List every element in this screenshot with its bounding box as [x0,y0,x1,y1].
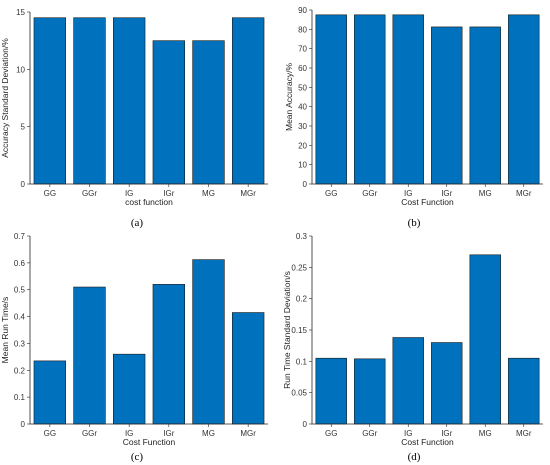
y-axis-label: Mean Accuracy/% [284,63,294,131]
y-tick-label: 10 [16,65,25,74]
y-tick-label: 0.15 [291,326,307,335]
y-tick-label: 0.25 [291,263,307,272]
x-tick-label: GGr [362,189,377,198]
y-tick-label: 0.3 [296,232,308,241]
y-tick-label: 0 [21,180,26,189]
x-tick-label: MGr [240,189,256,198]
bar-mg [469,26,501,185]
x-tick-label: IG [125,189,133,198]
x-axis-label: Cost Function [123,437,176,447]
y-tick-label: 0 [21,420,26,429]
y-tick-label: 0.3 [14,339,26,348]
bar-mgr [232,312,265,425]
y-tick-label: 0 [303,180,308,189]
axis-lines [29,236,268,425]
axis-lines [311,236,543,425]
x-tick-label: GG [325,189,337,198]
y-tick-label: 10 [298,161,307,170]
y-tick-label: 0.2 [296,295,308,304]
x-tick-label: IGr [163,189,174,198]
y-tick-label: 0.1 [14,393,26,402]
y-tick-label: 0.1 [296,357,308,366]
y-tick-label: 70 [298,45,307,54]
bar-ggr [73,286,106,425]
y-tick-label: 15 [16,8,25,17]
bar-gg [315,14,347,185]
x-axis-label: Cost Function [401,197,454,207]
y-tick-label: 90 [298,6,307,15]
y-tick-label: 0.4 [14,313,26,322]
x-tick-label: GG [44,189,56,198]
y-tick-label: 0.2 [14,366,26,375]
x-tick-label: MG [479,189,492,198]
y-tick-label: 5 [21,123,26,132]
x-tick-label: MGr [240,429,256,438]
bar-mg [469,254,501,425]
y-tick-label: 60 [298,64,307,73]
bar-mgr [508,357,540,425]
chart-panel-4: GG GGr IG IGr MG MGr 0 0.05 0.1 0.15 0.2 0.25 0.3 Cos… [282,232,543,463]
x-tick-label: IGr [441,189,452,198]
axis-lines [29,12,268,185]
panel-label: (d) [408,451,421,463]
x-tick-label: GGr [82,189,97,198]
x-tick-label: MGr [516,189,532,198]
panel-label: (b) [408,217,421,229]
y-tick-label: 80 [298,25,307,34]
bar-ig [392,337,424,425]
bar-ggr [354,358,386,425]
panel-label: (c) [131,451,144,463]
bar-gg [33,360,67,425]
chart-panel-1: GG GGr IG IGr MG MGr 0 5 10 15 cost function Accura… [0,8,268,229]
x-tick-label: MG [202,429,215,438]
bar-ggr [73,17,106,185]
bar-igr [152,284,186,425]
bar-mgr [508,14,540,185]
bar-ggr [354,14,386,185]
x-tick-label: IGr [441,429,452,438]
x-tick-label: GG [325,429,337,438]
y-tick-label: 0.7 [14,232,26,241]
y-axis-label: Mean Run Time/s [0,297,10,364]
x-tick-label: IGr [163,429,174,438]
y-tick-label: 0.5 [14,286,26,295]
x-tick-label: MG [202,189,215,198]
x-tick-label: MG [479,429,492,438]
bar-gg [33,17,67,185]
y-tick-label: 0.05 [291,389,307,398]
y-tick-label: 50 [298,83,307,92]
bar-igr [431,342,463,425]
x-tick-label: GG [44,429,56,438]
panel-label: (a) [131,217,144,229]
x-tick-label: GGr [362,429,377,438]
x-tick-label: GGr [82,429,97,438]
bar-ig [113,17,146,185]
y-axis-label: Accuracy Standard Deviation/% [0,38,10,158]
bar-gg [315,357,347,425]
y-tick-label: 30 [298,122,307,131]
x-tick-label: MGr [516,429,532,438]
bar-ig [113,353,146,425]
bar-mg [192,40,225,185]
bar-igr [152,40,186,185]
bar-ig [392,14,424,185]
y-tick-label: 40 [298,103,307,112]
x-tick-label: IG [404,189,412,198]
chart-panel-2: GG GGr IG IGr MG MGr 0 10 20 30 40 50 60 70 80 90 Cost F… [284,6,543,229]
chart-panel-3: GG GGr IG IGr MG MGr 0 0.1 0.2 0.3 0.4 0.5 0.6 0.7 Cos… [0,232,268,463]
x-axis-label: cost function [125,197,173,207]
bar-mgr [232,17,265,185]
x-tick-label: IG [125,429,133,438]
y-tick-label: 0 [303,420,308,429]
x-axis-label: Cost Function [401,437,454,447]
y-tick-label: 0.6 [14,259,26,268]
y-axis-label: Run Time Standard Deviation/s [282,271,292,389]
bar-igr [431,26,463,185]
x-tick-label: IG [404,429,412,438]
axis-lines [311,10,543,185]
bar-mg [192,259,225,425]
y-tick-label: 20 [298,141,307,150]
